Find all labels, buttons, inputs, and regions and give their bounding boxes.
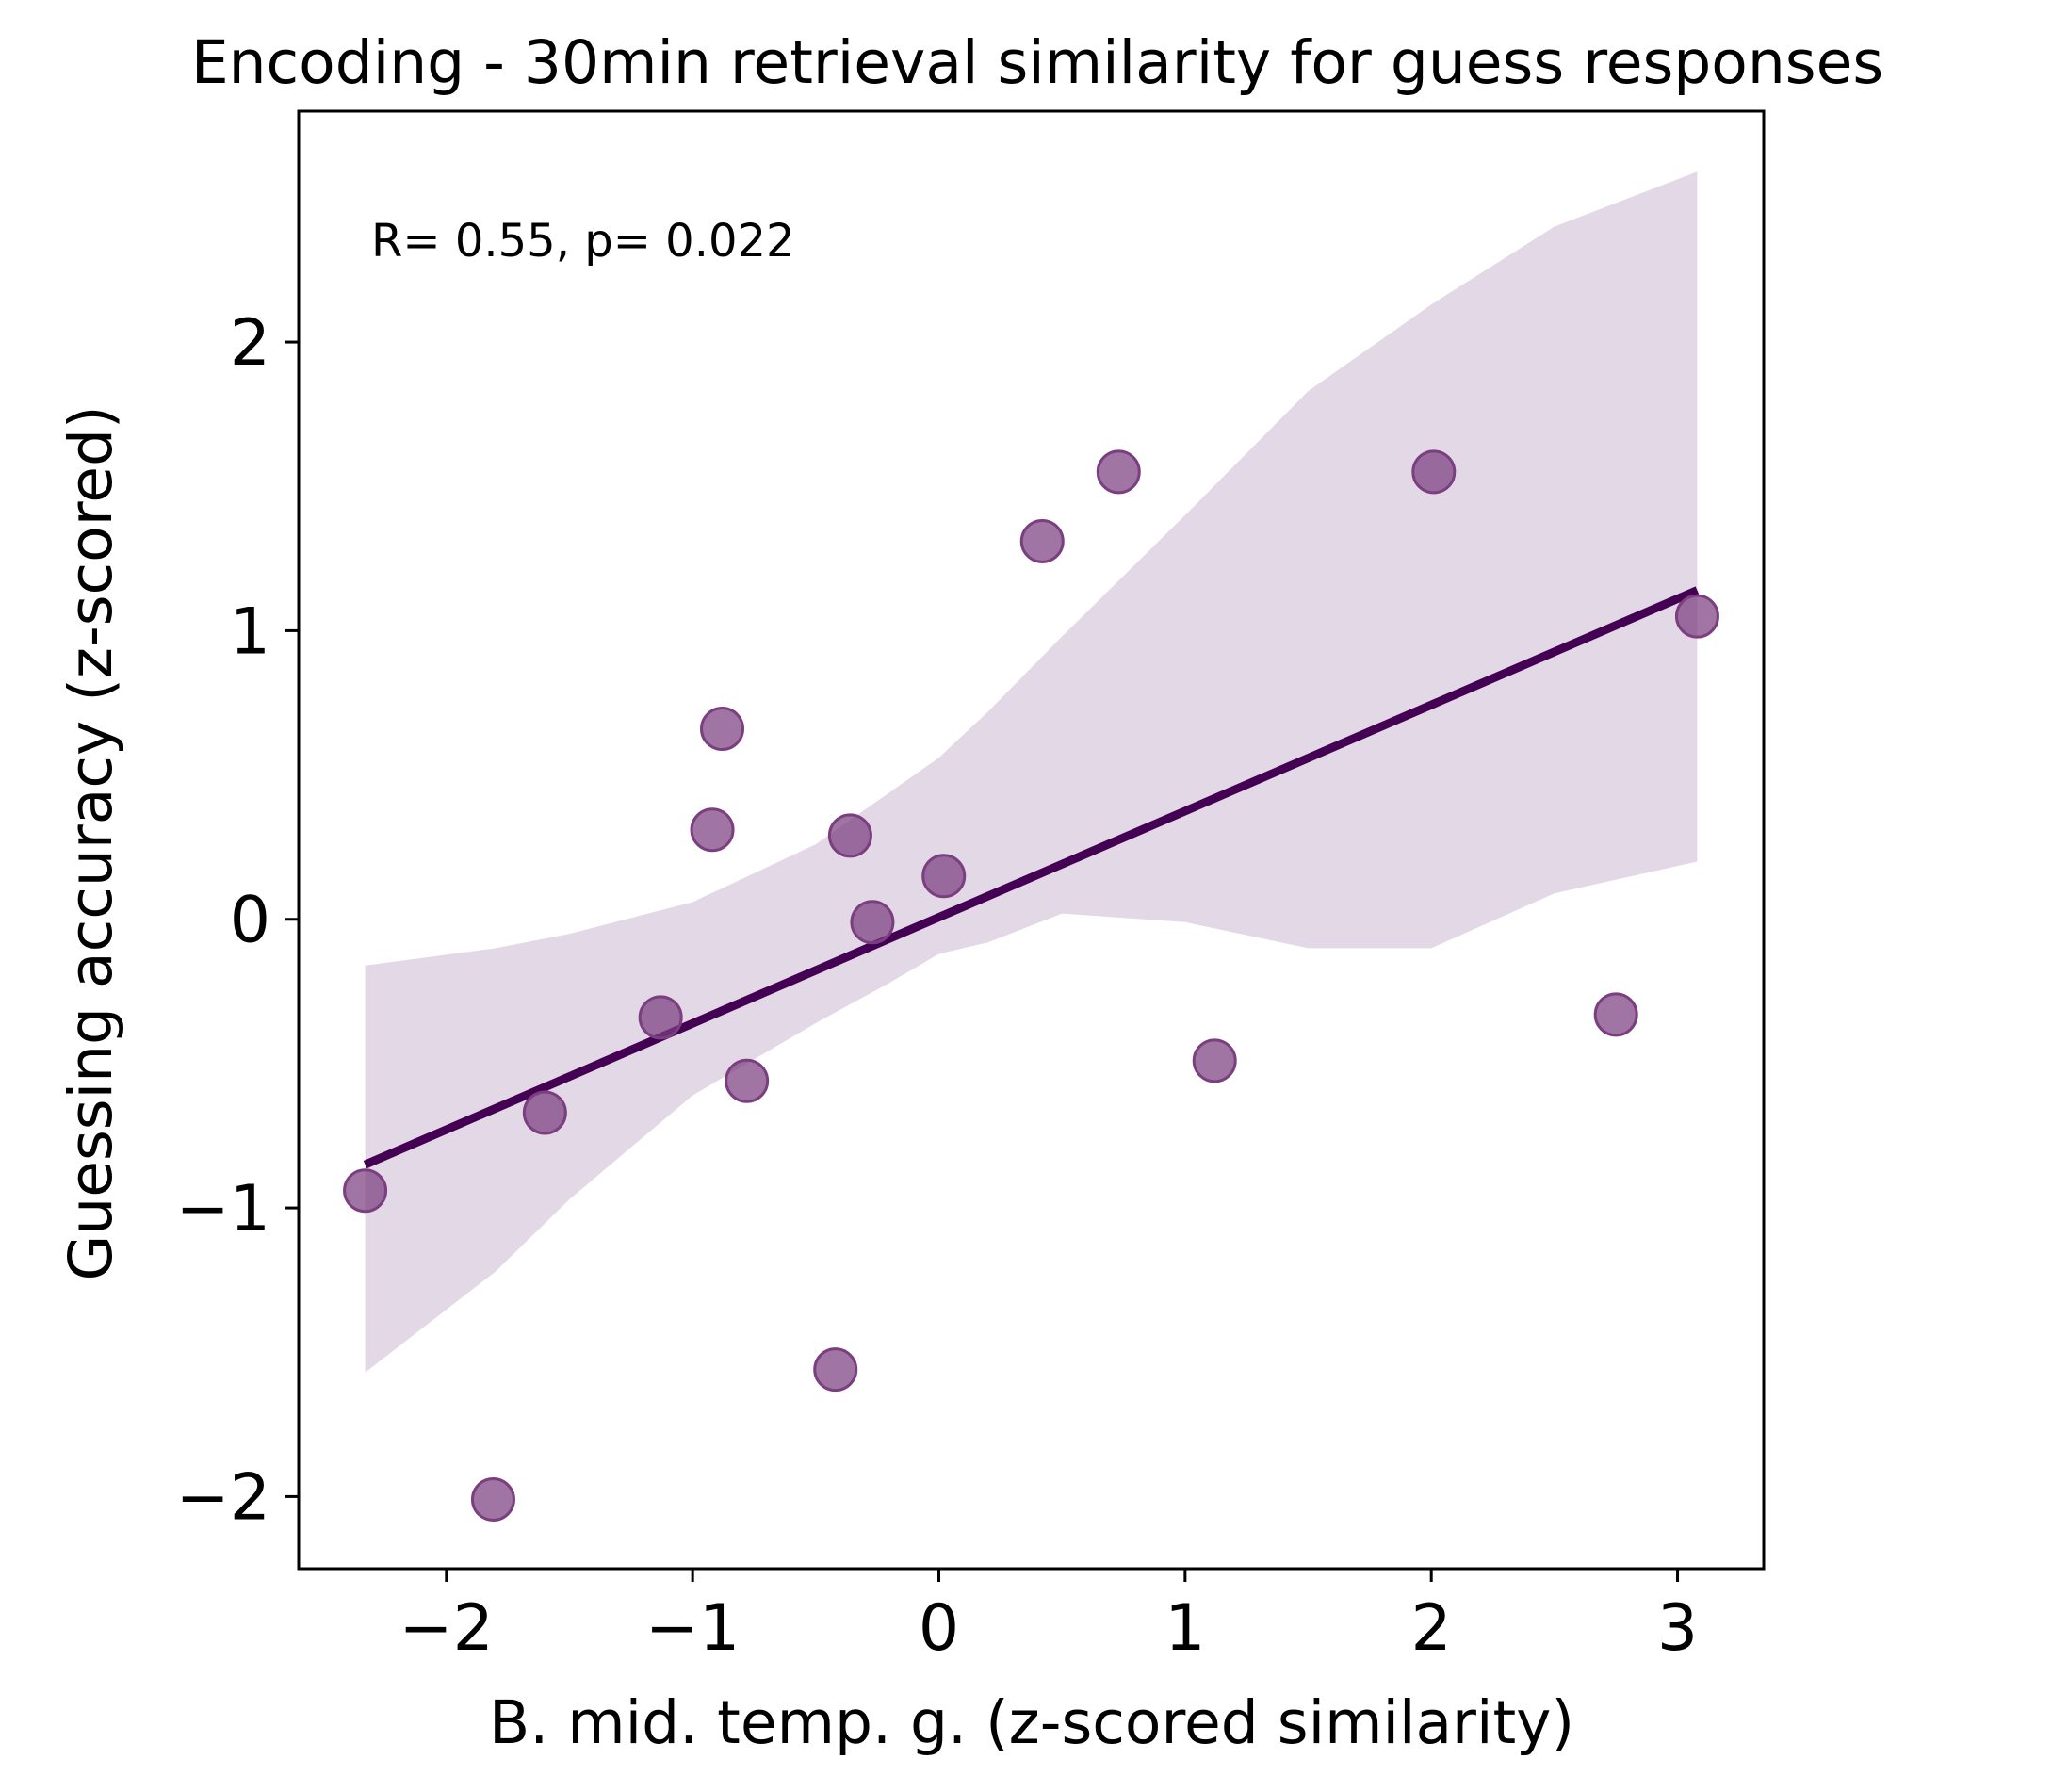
y-axis-label: Guessing accuracy (z-scored) — [57, 405, 125, 1280]
confidence-band — [365, 171, 1698, 1373]
y-tick-label: 2 — [230, 306, 270, 381]
axes-frame — [297, 109, 1766, 1571]
correlation-annotation: R= 0.55, p= 0.022 — [371, 215, 795, 268]
y-tick-label: 0 — [230, 884, 270, 958]
data-point-8 — [813, 1347, 858, 1393]
chart-title: Encoding - 30min retrieval similarity fo… — [191, 28, 1883, 97]
x-tick-label: 3 — [1657, 1591, 1698, 1666]
y-tick-label: −1 — [176, 1172, 270, 1246]
data-point-15 — [1411, 449, 1457, 495]
y-tick-label: −2 — [176, 1460, 270, 1535]
data-point-10 — [850, 900, 895, 945]
data-point-12 — [1019, 518, 1065, 563]
x-tick-label: −1 — [645, 1591, 740, 1666]
data-point-11 — [921, 854, 967, 899]
data-point-4 — [638, 995, 683, 1040]
data-point-2 — [470, 1476, 515, 1522]
data-point-6 — [700, 707, 745, 752]
plot-area: −2 −1 0 1 2 3 −2 −1 0 1 2 — [176, 109, 1766, 1666]
data-point-9 — [827, 813, 872, 858]
x-tick-label: −2 — [399, 1591, 494, 1666]
regression-line — [363, 586, 1700, 1169]
x-axis-label: B. mid. temp. g. (z-scored similarity) — [489, 1688, 1574, 1757]
data-point-1 — [343, 1168, 388, 1214]
x-tick-label: 2 — [1411, 1591, 1452, 1666]
data-point-14 — [1192, 1038, 1237, 1083]
data-point-3 — [522, 1090, 567, 1135]
x-tick-label: 1 — [1164, 1591, 1205, 1666]
data-point-16 — [1593, 992, 1638, 1037]
data-point-7 — [725, 1058, 770, 1103]
data-point-17 — [1674, 594, 1719, 639]
y-tick-label: 1 — [230, 595, 270, 669]
x-tick-label: 0 — [919, 1591, 959, 1666]
data-point-13 — [1096, 449, 1141, 495]
data-point-5 — [690, 807, 735, 853]
